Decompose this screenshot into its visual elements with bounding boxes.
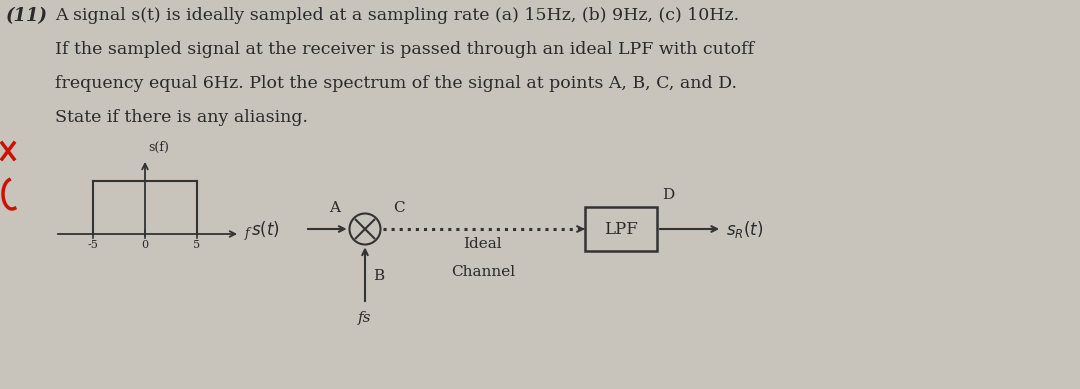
Text: s(f): s(f) <box>148 141 168 154</box>
Text: D: D <box>662 188 674 202</box>
Text: B: B <box>373 269 384 283</box>
Bar <box>585 207 657 251</box>
Text: LPF: LPF <box>604 221 638 238</box>
Text: -5: -5 <box>87 240 98 250</box>
Text: 5: 5 <box>193 240 201 250</box>
Text: State if there is any aliasing.: State if there is any aliasing. <box>55 109 308 126</box>
Text: f: f <box>245 228 249 240</box>
Text: A: A <box>329 201 340 215</box>
Text: fs: fs <box>359 311 372 325</box>
Text: If the sampled signal at the receiver is passed through an ideal LPF with cutoff: If the sampled signal at the receiver is… <box>55 41 754 58</box>
Text: Ideal: Ideal <box>463 237 502 251</box>
Text: frequency equal 6Hz. Plot the spectrum of the signal at points A, B, C, and D.: frequency equal 6Hz. Plot the spectrum o… <box>55 75 737 92</box>
Text: 0: 0 <box>141 240 149 250</box>
Text: C: C <box>393 201 404 215</box>
Text: Channel: Channel <box>450 265 515 279</box>
Text: $s_R(t)$: $s_R(t)$ <box>726 219 764 240</box>
Text: $s(t)$: $s(t)$ <box>252 219 280 239</box>
Text: (11): (11) <box>6 7 48 25</box>
Text: A signal s(t) is ideally sampled at a sampling rate (a) 15Hz, (b) 9Hz, (c) 10Hz.: A signal s(t) is ideally sampled at a sa… <box>55 7 739 24</box>
